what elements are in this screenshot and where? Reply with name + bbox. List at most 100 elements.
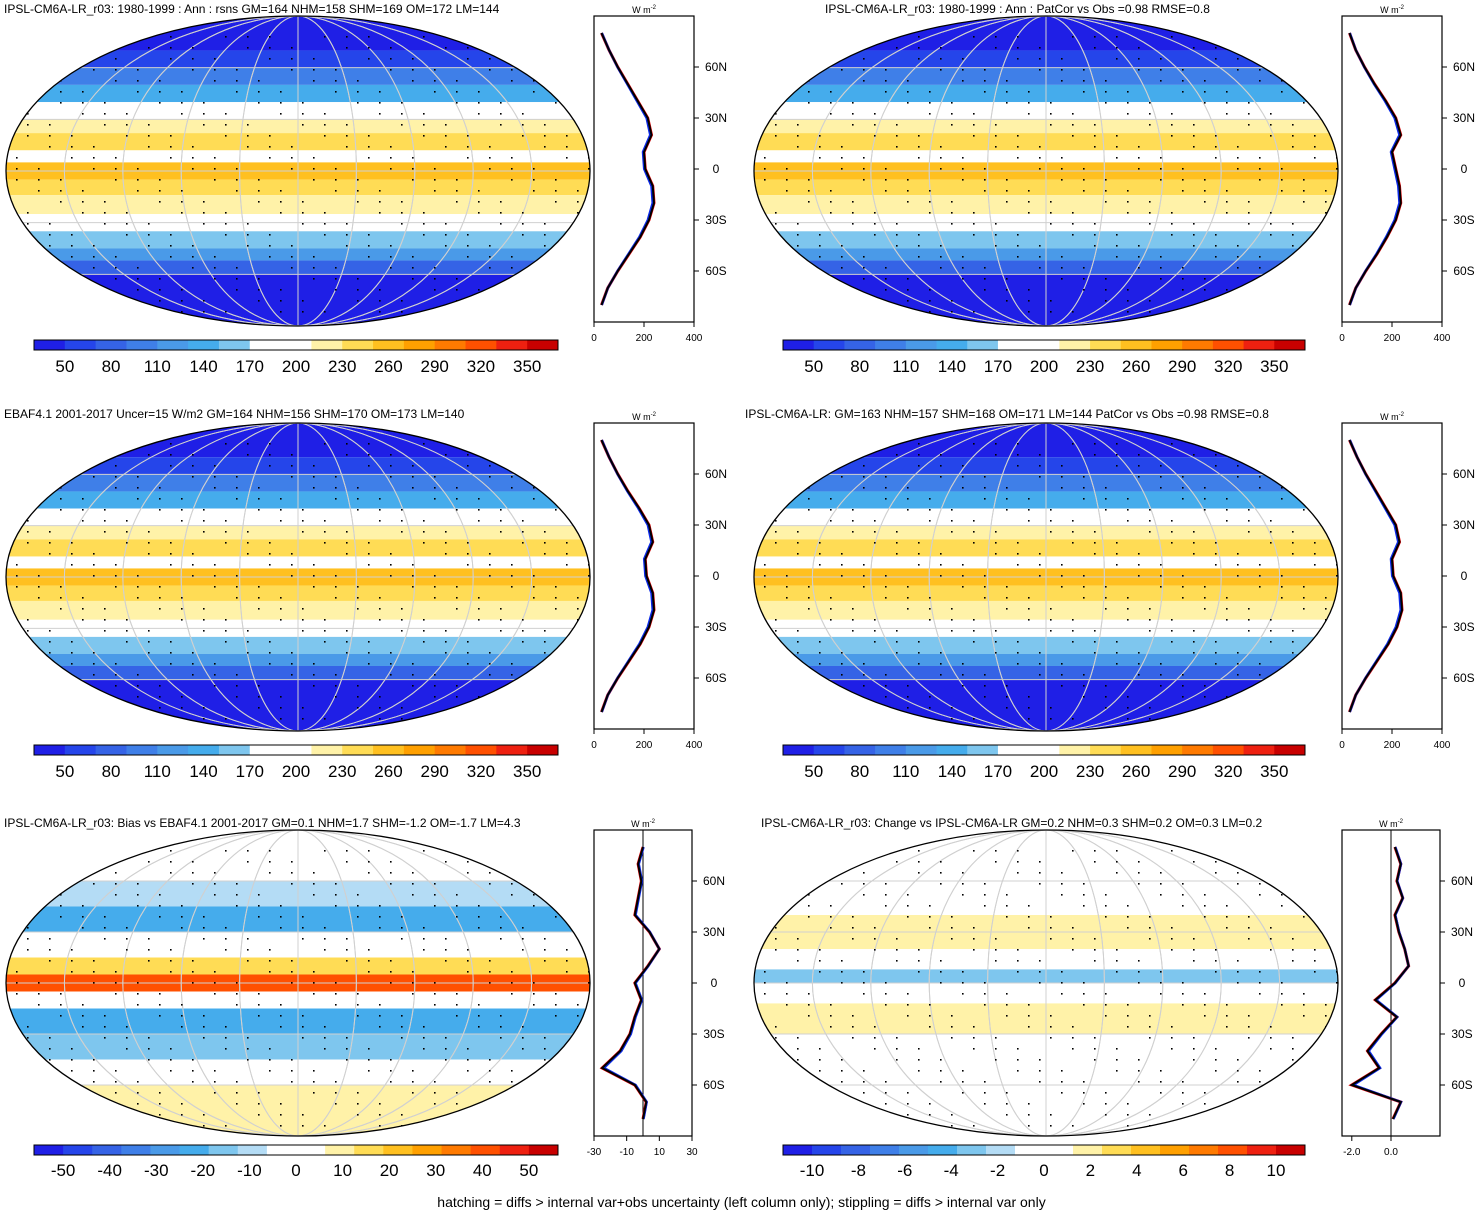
colorbar-cell <box>1189 1145 1219 1155</box>
colorbar-label: 230 <box>1076 357 1104 376</box>
colorbar-cell <box>844 745 876 755</box>
colorbar-cell <box>496 340 528 350</box>
colorbar-cell <box>1059 340 1091 350</box>
lat-tick-label: 60S <box>1451 1078 1472 1092</box>
colorbar-label: 260 <box>374 762 402 781</box>
lat-tick-label: 0 <box>713 162 720 176</box>
panel-2: IPSL-CM6A-LR_r03: 1980-1999 : Ann : PatC… <box>741 0 1483 390</box>
colorbar-frame <box>782 339 1306 351</box>
colorbar-frame <box>782 1144 1306 1156</box>
map-field <box>754 830 1338 1136</box>
colorbar-label: 320 <box>467 357 495 376</box>
colorbar-cell <box>121 1145 151 1155</box>
zonal-frame <box>593 422 695 730</box>
colorbar-cell <box>905 340 938 350</box>
colorbar-cell <box>499 1145 530 1155</box>
colorbar-cell <box>325 1145 355 1155</box>
colorbar-frame <box>33 744 559 756</box>
colorbar-cell <box>64 745 97 755</box>
lat-tick-label: 30S <box>1453 213 1474 227</box>
colorbar-cell <box>126 745 158 755</box>
map-outline <box>753 422 1339 732</box>
colorbar-label: 200 <box>282 762 310 781</box>
panel-title: IPSL-CM6A-LR_r03: Change vs IPSL-CM6A-LR… <box>761 816 1263 830</box>
colorbar-cell <box>280 745 312 755</box>
x-tick-label: 400 <box>686 333 703 344</box>
map-outline <box>5 15 591 327</box>
stippling <box>16 443 590 720</box>
x-tick-label: 0 <box>1339 740 1345 751</box>
colorbar-cell <box>527 340 559 350</box>
panel-graphics: W m-2 60N 30N 0 30S 60S 0 200 400 50 80 110 140 170 20… <box>753 412 1475 781</box>
colorbar-cell <box>373 340 405 350</box>
colorbar-label: 200 <box>1030 357 1058 376</box>
colorbar-label: -30 <box>144 1161 169 1180</box>
colorbar-label: -8 <box>851 1161 866 1180</box>
colorbar-label: 170 <box>236 357 264 376</box>
panel-title: EBAF4.1 2001-2017 Uncer=15 W/m2 GM=164 N… <box>4 407 465 421</box>
colorbar-label: 230 <box>328 762 356 781</box>
colorbar-cell <box>237 1145 268 1155</box>
colorbar-cell <box>1160 1145 1190 1155</box>
colorbar-label: 110 <box>892 357 919 376</box>
colorbar-cell <box>1059 745 1091 755</box>
colorbar-cell <box>249 340 282 350</box>
colorbar-label: 4 <box>1132 1161 1141 1180</box>
x-tick-label: 200 <box>1384 333 1401 344</box>
colorbar-label: 200 <box>1030 762 1058 781</box>
colorbar-label: 350 <box>1260 357 1288 376</box>
colorbar-cell <box>967 340 999 350</box>
lat-tick-label: 0 <box>1459 976 1466 990</box>
lat-tick-label: 30N <box>705 518 727 532</box>
panel-graphics: W m-2 60N 30N 0 30S 60S 0 200 400 50 80 110 140 170 20… <box>5 5 727 376</box>
map-outline <box>5 829 591 1137</box>
colorbar-label: 2 <box>1086 1161 1095 1180</box>
x-tick-label: -10 <box>619 1147 634 1158</box>
colorbar-cell <box>1151 745 1183 755</box>
x-tick-label: 200 <box>1384 740 1401 751</box>
colorbar-frame <box>33 339 559 351</box>
panel-5: IPSL-CM6A-LR_r03: Bias vs EBAF4.1 2001-2… <box>0 810 741 1190</box>
colorbar-label: 140 <box>189 762 217 781</box>
colorbar-label: 80 <box>102 357 121 376</box>
colorbar-cell <box>403 745 436 755</box>
lat-tick-label: 60S <box>705 264 726 278</box>
colorbar-cell <box>208 1145 239 1155</box>
colorbar-cell <box>1182 745 1214 755</box>
colorbar-frame <box>33 1144 559 1156</box>
colorbar-label: 80 <box>850 357 869 376</box>
panel-title: IPSL-CM6A-LR_r03: 1980-1999 : Ann : PatC… <box>825 2 1210 16</box>
colorbar-label: 140 <box>938 762 966 781</box>
colorbar-label: 350 <box>1260 762 1288 781</box>
map-outline <box>5 422 591 732</box>
colorbar-cell <box>465 745 497 755</box>
lat-tick-label: 60N <box>1453 467 1475 481</box>
colorbar-cell <box>997 745 1030 755</box>
colorbar-label: 290 <box>421 762 449 781</box>
colorbar-cell <box>1120 340 1152 350</box>
colorbar-label: 50 <box>804 357 823 376</box>
x-tick-label: 0 <box>591 740 597 751</box>
colorbar-cell <box>63 1145 93 1155</box>
lat-tick-label: 0 <box>1461 162 1468 176</box>
colorbar-cell <box>157 340 189 350</box>
lat-tick-label: 0 <box>713 569 720 583</box>
panel-6: IPSL-CM6A-LR_r03: Change vs IPSL-CM6A-LR… <box>741 810 1483 1190</box>
colorbar-label: 170 <box>984 357 1012 376</box>
map-field <box>6 16 590 326</box>
panel-title: IPSL-CM6A-LR_r03: 1980-1999 : Ann : rsns… <box>4 2 500 16</box>
panel-3: EBAF4.1 2001-2017 Uncer=15 W/m2 GM=164 N… <box>0 405 741 795</box>
lat-tick-label: 30N <box>1453 111 1475 125</box>
colorbar-label: 170 <box>236 762 264 781</box>
lat-tick-label: 60N <box>703 874 725 888</box>
colorbar-label: 20 <box>380 1161 399 1180</box>
zonal-units: W m-2 <box>1379 819 1403 829</box>
colorbar-cell <box>34 1145 64 1155</box>
footer-note: hatching = diffs > internal var+obs unce… <box>437 1194 1046 1210</box>
zonal-units: W m-2 <box>1380 412 1404 422</box>
panel-title: IPSL-CM6A-LR: GM=163 NHM=157 SHM=168 OM=… <box>745 407 1269 421</box>
colorbar-cell <box>150 1145 181 1155</box>
colorbar <box>782 339 1306 351</box>
colorbar-cell <box>157 745 189 755</box>
colorbar-cell <box>783 340 815 350</box>
